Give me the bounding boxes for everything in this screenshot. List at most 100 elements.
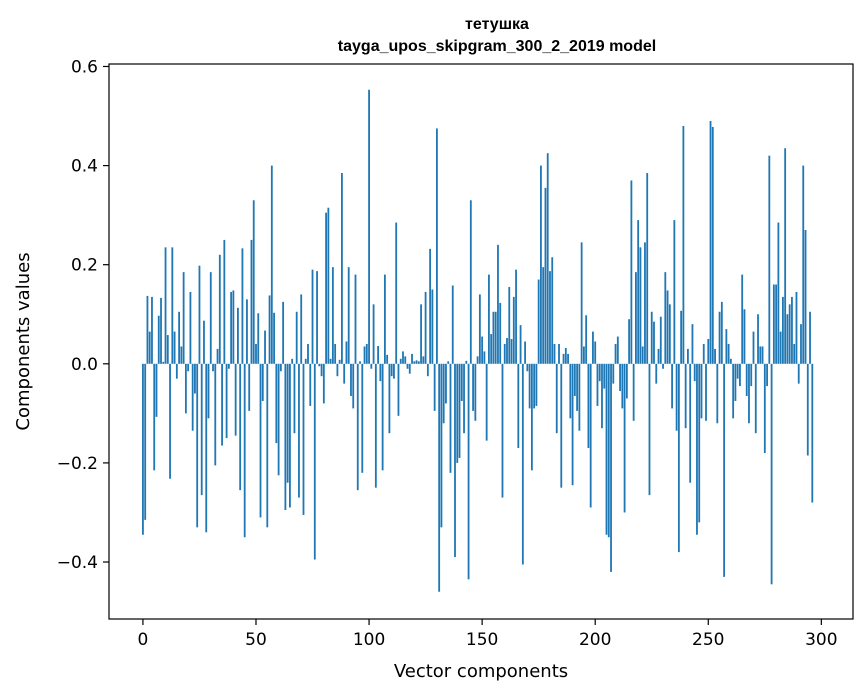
- bar-component-163: [510, 339, 513, 364]
- bar-component-130: [436, 128, 438, 364]
- bar-component-227: [655, 363, 658, 384]
- bar-component-199: [592, 331, 594, 364]
- bar-component-173: [533, 363, 536, 409]
- bar-component-69: [298, 363, 300, 498]
- bar-component-156: [494, 311, 497, 364]
- bar-component-253: [714, 348, 716, 364]
- bar-component-133: [442, 363, 445, 424]
- bar-component-176: [540, 165, 542, 364]
- bar-component-129: [433, 363, 436, 411]
- bar-component-14: [173, 331, 176, 364]
- bar-component-269: [750, 363, 753, 387]
- bar-component-197: [587, 363, 590, 449]
- bar-component-274: [761, 346, 764, 364]
- bar-component-165: [515, 269, 517, 364]
- bar-component-275: [763, 363, 766, 453]
- bar-component-33: [216, 348, 219, 364]
- bar-component-76: [313, 363, 316, 560]
- bar-component-9: [162, 361, 165, 364]
- bar-component-44: [241, 248, 244, 364]
- bar-component-295: [809, 311, 811, 364]
- bar-component-20: [187, 363, 190, 372]
- bar-component-224: [648, 363, 651, 496]
- bar-component-158: [499, 302, 502, 364]
- bar-component-16: [178, 311, 181, 364]
- bar-component-296: [811, 363, 814, 503]
- bar-component-206: [607, 363, 610, 538]
- chart-title: тетушка: [465, 16, 529, 33]
- bar-component-59: [275, 363, 278, 444]
- bar-component-88: [341, 173, 343, 364]
- bar-component-29: [207, 363, 210, 419]
- bar-component-261: [732, 363, 735, 419]
- bar-component-100: [368, 89, 370, 364]
- bar-component-273: [759, 346, 762, 364]
- bar-component-231: [664, 272, 667, 364]
- x-tick-label: 150: [466, 630, 498, 650]
- bar-component-285: [786, 314, 789, 364]
- bar-component-291: [800, 324, 802, 364]
- bar-component-32: [214, 363, 217, 466]
- bar-component-228: [657, 348, 660, 364]
- bar-component-30: [209, 272, 212, 364]
- bar-component-212: [621, 363, 624, 409]
- bar-component-68: [295, 311, 298, 364]
- bar-component-175: [537, 279, 540, 364]
- bar-component-284: [784, 148, 787, 364]
- bar-component-114: [399, 358, 402, 364]
- chart-subtitle: tayga_upos_skipgram_300_2_2019 model: [338, 38, 656, 55]
- bar-component-194: [580, 242, 583, 364]
- bar-component-181: [551, 257, 554, 364]
- bar-component-105: [379, 363, 382, 382]
- bar-component-169: [524, 341, 526, 364]
- bar-component-153: [488, 274, 490, 364]
- bar-component-47: [248, 363, 251, 411]
- bar-component-82: [327, 207, 330, 364]
- bar-component-282: [779, 331, 782, 364]
- bar-component-178: [544, 187, 547, 364]
- bar-component-155: [492, 311, 495, 364]
- bar-component-81: [325, 212, 327, 364]
- bar-component-64: [286, 363, 289, 483]
- bar-component-50: [255, 343, 257, 364]
- bar-component-235: [673, 220, 676, 364]
- bar-component-265: [741, 274, 744, 364]
- bar-component-154: [490, 334, 493, 364]
- bar-component-236: [675, 363, 678, 431]
- bar-component-183: [555, 363, 558, 434]
- bar-component-60: [277, 363, 280, 476]
- bar-component-160: [503, 343, 506, 364]
- bar-component-84: [331, 267, 334, 364]
- bar-component-49: [252, 200, 255, 364]
- bar-component-125: [424, 291, 427, 364]
- bar-component-63: [284, 363, 287, 510]
- bar-component-128: [431, 289, 434, 364]
- bar-component-268: [748, 363, 750, 424]
- bar-component-46: [246, 299, 248, 364]
- bar-component-245: [696, 363, 698, 535]
- bar-component-207: [610, 363, 612, 572]
- bar-component-152: [485, 363, 488, 441]
- bar-component-96: [359, 361, 361, 364]
- bar-component-188: [567, 353, 569, 364]
- bar-component-12: [169, 363, 171, 479]
- bar-component-6: [155, 363, 158, 417]
- bar-component-218: [635, 272, 637, 364]
- bar-component-249: [705, 363, 707, 421]
- bar-component-216: [630, 180, 633, 364]
- bar-component-54: [264, 330, 266, 364]
- bar-component-198: [589, 363, 592, 508]
- bar-component-87: [338, 359, 341, 364]
- bar-component-243: [691, 324, 694, 364]
- bar-component-190: [571, 363, 574, 486]
- bar-component-264: [739, 363, 741, 387]
- bar-component-214: [625, 363, 628, 399]
- bar-component-229: [659, 316, 662, 364]
- x-axis-label: Vector components: [394, 661, 568, 682]
- bar-component-134: [445, 363, 447, 404]
- bar-component-116: [404, 356, 407, 364]
- bar-component-286: [788, 304, 791, 364]
- bar-component-122: [417, 361, 420, 364]
- x-tick-label: 200: [579, 630, 611, 650]
